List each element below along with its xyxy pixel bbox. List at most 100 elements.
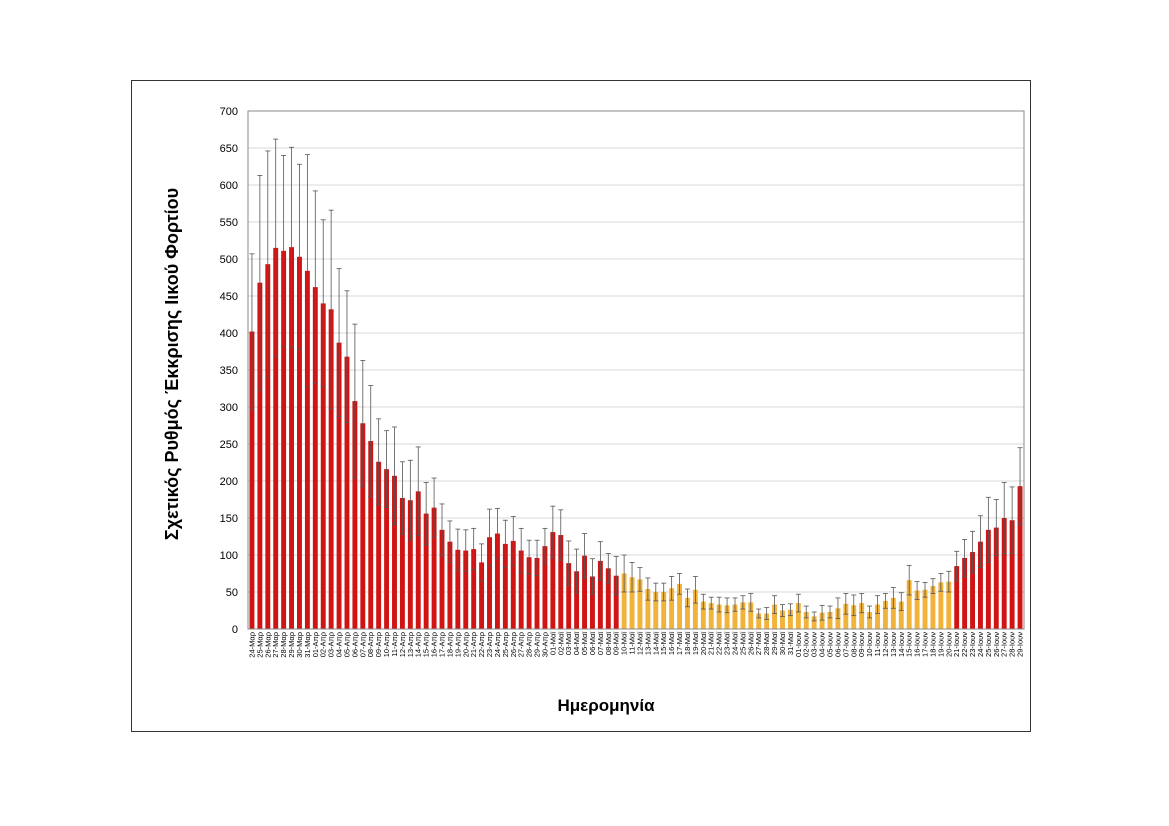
x-tick-label: 22-Μαϊ <box>715 632 724 655</box>
x-tick-label: 06-Ιουν <box>833 632 842 657</box>
bar <box>510 540 516 629</box>
bar <box>985 529 991 629</box>
bar <box>582 555 587 629</box>
x-tick-label: 15-Απρ <box>422 632 431 657</box>
y-tick-label: 550 <box>220 217 238 229</box>
bar <box>700 601 706 629</box>
x-tick-label: 03-Μαϊ <box>564 632 573 655</box>
y-tick-label: 50 <box>226 587 238 599</box>
bar <box>399 498 405 629</box>
bar <box>613 575 619 629</box>
bar <box>716 604 722 629</box>
bar <box>653 592 659 629</box>
bar <box>550 532 556 629</box>
x-tick-label: 28-Μαϊ <box>762 632 771 655</box>
x-tick-label: 19-Μαϊ <box>691 632 700 655</box>
x-tick-label: 30-Μαρ <box>295 632 304 658</box>
bar <box>740 602 746 629</box>
y-tick-label: 500 <box>220 254 238 266</box>
grid-lines <box>248 110 1024 630</box>
bar <box>898 601 904 629</box>
bar <box>732 604 738 629</box>
bar <box>384 469 390 629</box>
error-bars <box>249 138 1023 622</box>
x-tick-label: 20-Απρ <box>461 632 470 657</box>
x-tick-label: 12-Μαϊ <box>635 632 644 655</box>
x-tick-label: 03-Απρ <box>327 632 336 657</box>
bars <box>249 247 1023 630</box>
x-tick-label: 07-Απρ <box>358 632 367 657</box>
x-tick-label: 17-Ιουν <box>921 632 930 657</box>
bar <box>566 563 572 629</box>
bar <box>843 603 849 629</box>
bar <box>970 552 975 629</box>
bar <box>819 612 825 629</box>
x-tick-label: 30-Απρ <box>540 632 549 657</box>
bar <box>439 529 445 629</box>
bar <box>312 287 318 629</box>
bar <box>930 586 936 629</box>
bar-chart: 0 50 100 150 200 250 300 350 400 450 500 550 600 650 7… <box>162 106 1025 715</box>
bar <box>257 282 263 629</box>
y-tick-label: 650 <box>220 143 238 155</box>
bar <box>977 541 983 629</box>
bar <box>708 603 714 629</box>
x-tick-label: 25-Μαρ <box>255 632 264 658</box>
x-tick-label: 21-Μαϊ <box>707 632 716 655</box>
x-tick-label: 29-Μαρ <box>287 632 296 658</box>
x-tick-label: 05-Απρ <box>342 632 351 657</box>
x-tick-label: 24-Ιουν <box>976 632 985 657</box>
x-tick-label: 11-Ιουν <box>873 632 882 657</box>
x-tick-label: 01-Ιουν <box>794 632 803 657</box>
x-tick-label: 08-Μαϊ <box>604 632 613 655</box>
x-tick-label: 26-Μαϊ <box>746 632 755 655</box>
bar <box>518 550 524 629</box>
x-tick-label: 13-Μαϊ <box>643 632 652 655</box>
x-tick-label: 14-Ιουν <box>897 632 906 657</box>
x-tick-label: 25-Μαϊ <box>738 632 747 655</box>
bar <box>479 562 485 629</box>
x-tick-label: 06-Μαϊ <box>588 632 597 655</box>
bar <box>487 537 492 629</box>
bar <box>875 604 880 629</box>
bar <box>447 541 453 629</box>
bar <box>273 247 279 629</box>
bar <box>534 557 540 629</box>
x-tick-label: 02-Μαϊ <box>556 632 565 655</box>
x-tick-label: 20-Μαϊ <box>699 632 708 655</box>
y-tick-label: 250 <box>220 439 238 451</box>
bar <box>780 610 785 629</box>
bar <box>360 423 366 629</box>
x-tick-label: 26-Μαρ <box>263 632 272 658</box>
bar <box>304 270 310 629</box>
x-tick-label: 25-Ιουν <box>984 632 993 657</box>
x-tick-label: 10-Μαϊ <box>620 632 629 655</box>
bar <box>558 535 564 629</box>
x-tick-label: 26-Απρ <box>509 632 518 657</box>
x-tick-label: 11-Απρ <box>390 632 399 657</box>
bar <box>867 611 873 629</box>
bar <box>352 401 358 629</box>
bar <box>772 604 778 629</box>
bar <box>954 566 960 629</box>
bar <box>589 576 595 629</box>
bar <box>890 597 896 629</box>
bar <box>906 580 912 629</box>
x-tick-label: 20-Ιουν <box>944 632 953 657</box>
x-tick-label: 23-Μαϊ <box>723 632 732 655</box>
bar <box>265 264 271 629</box>
bar <box>629 577 635 629</box>
x-tick-label: 08-Απρ <box>366 632 375 657</box>
y-tick-label: 700 <box>220 106 238 118</box>
x-tick-label: 23-Απρ <box>485 632 494 657</box>
bar <box>431 507 437 629</box>
bar <box>621 573 627 629</box>
x-tick-label: 24-Απρ <box>493 632 502 657</box>
x-tick-label: 26-Ιουν <box>992 632 1001 657</box>
x-tick-label: 04-Απρ <box>335 632 344 657</box>
bar <box>526 557 532 629</box>
x-tick-label: 23-Ιουν <box>968 632 977 657</box>
x-tick-label: 27-Ιουν <box>1000 632 1009 657</box>
x-tick-label: 29-Απρ <box>533 632 542 657</box>
x-tick-label: 15-Ιουν <box>905 632 914 657</box>
